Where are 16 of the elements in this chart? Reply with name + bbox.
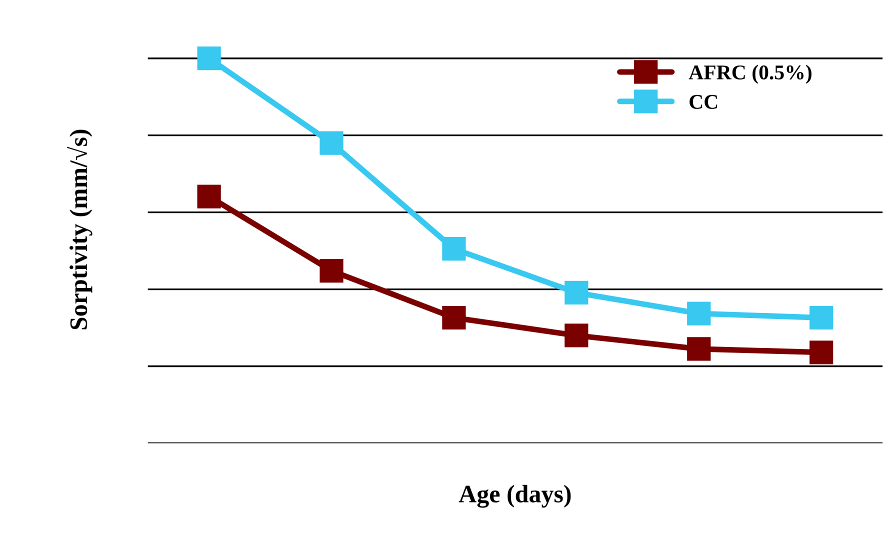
x-axis-title: Age (days) — [458, 484, 571, 508]
y-axis-title: Sorptivity (mm/√s) — [67, 130, 92, 330]
point — [564, 280, 588, 305]
point — [810, 306, 834, 330]
point — [320, 258, 344, 283]
legend-label: CC — [690, 94, 718, 109]
point — [197, 184, 221, 208]
point — [564, 324, 588, 348]
legend-label: AFRC (0.5%) — [688, 64, 812, 84]
point — [442, 237, 466, 261]
point — [442, 306, 466, 330]
point — [197, 46, 221, 70]
point — [687, 337, 711, 361]
point — [810, 340, 834, 364]
point — [320, 131, 344, 155]
point — [687, 302, 711, 326]
